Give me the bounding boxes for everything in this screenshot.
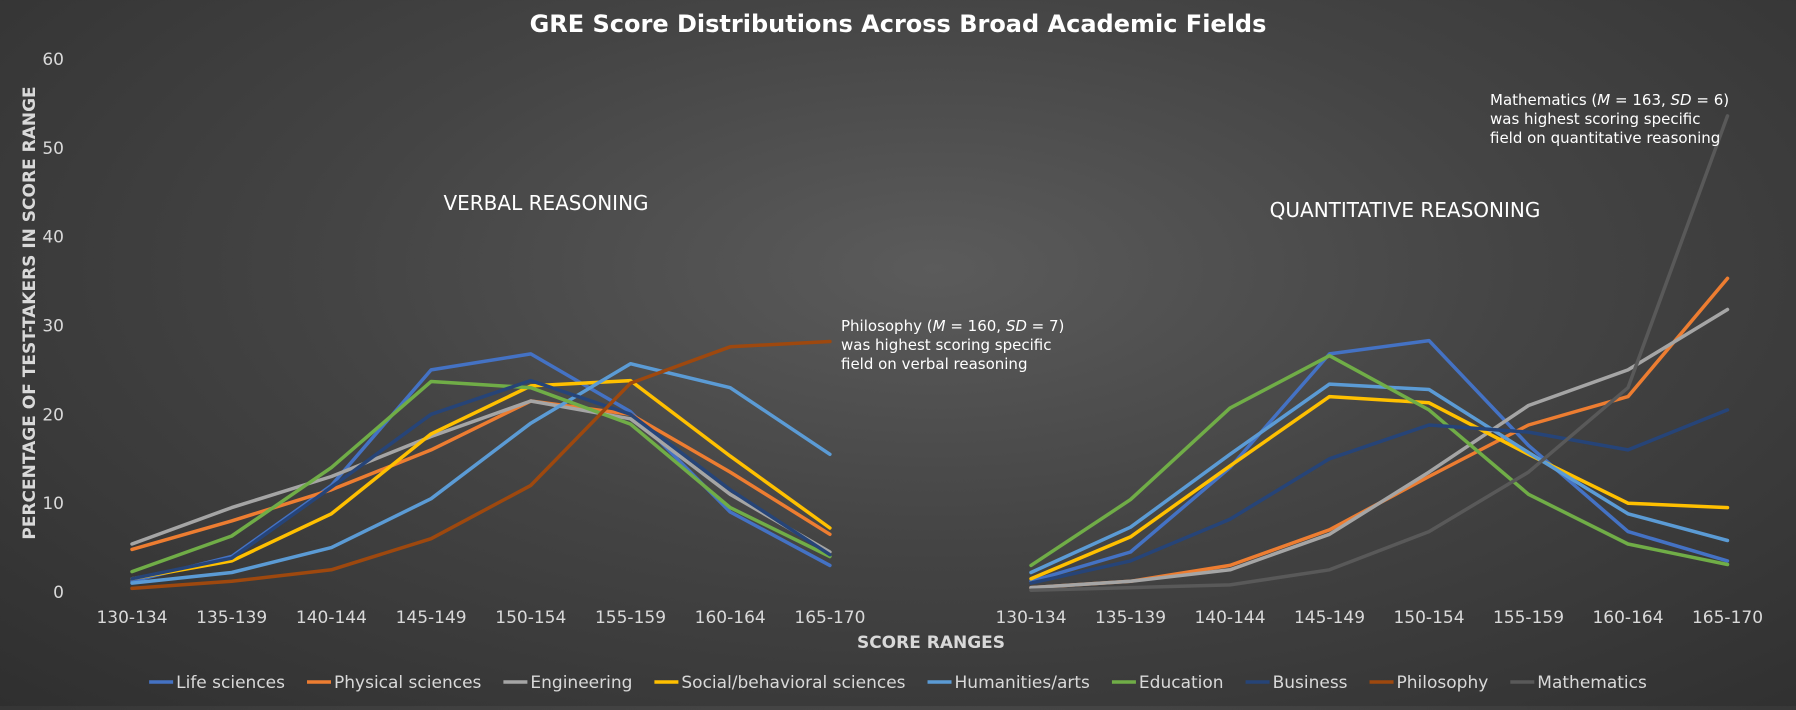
series-line-business (130, 378, 832, 581)
series-line-engineering (1029, 307, 1730, 590)
plot-area: 0 10 20 30 40 50 60 130-134 135-139 140-144 145-14… (42, 50, 1763, 628)
y-tick-label: 40 (42, 228, 64, 248)
legend-label-education: Education (1139, 673, 1224, 693)
legend-label-social-behavioral-sciences: Social/behavioral sciences (681, 673, 905, 693)
x-tick-label: 140-144 (296, 608, 367, 628)
x-tick-label: 160-164 (1592, 608, 1663, 628)
series-line-physical-sciences (130, 399, 832, 552)
annotation-line: was highest scoring specific (841, 336, 1051, 354)
series-line-humanities-arts (130, 361, 832, 585)
legend-label-philosophy: Philosophy (1397, 673, 1489, 693)
x-tick-label: 155-159 (1493, 608, 1564, 628)
annotation-line: field on quantitative reasoning (1490, 129, 1720, 147)
series-line-life-sciences (1029, 338, 1730, 584)
x-tick-label: 135-139 (1095, 608, 1166, 628)
x-tick-label: 130-134 (995, 608, 1066, 628)
chart-title: GRE Score Distributions Across Broad Aca… (530, 10, 1267, 38)
series-line-social-behavioral-sciences (130, 378, 832, 581)
panel-label: QUANTITATIVE REASONING (1270, 198, 1541, 222)
x-tick-label: 165-170 (794, 608, 865, 628)
x-axis-title: SCORE RANGES (857, 633, 1005, 653)
x-tick-label: 135-139 (196, 608, 267, 628)
y-tick-label: 30 (42, 317, 64, 337)
y-axis-title: PERCENTAGE OF TEST-TAKERS IN SCORE RANGE (20, 86, 40, 539)
annotation-line: Mathematics (M = 163, SD = 6) (1490, 91, 1729, 109)
x-tick-label: 145-149 (396, 608, 467, 628)
x-tick-label: 140-144 (1194, 608, 1265, 628)
legend-label-physical-sciences: Physical sciences (334, 673, 482, 693)
legend-label-business: Business (1273, 673, 1348, 693)
series-line-mathematics (1029, 114, 1730, 592)
x-tick-label: 150-154 (495, 608, 566, 628)
series-line-philosophy (130, 339, 832, 591)
panel-label: VERBAL REASONING (443, 191, 648, 215)
series-line-business (1029, 408, 1730, 585)
x-tick-label: 165-170 (1692, 608, 1763, 628)
x-tick-label: 130-134 (96, 608, 167, 628)
legend-label-mathematics: Mathematics (1537, 673, 1647, 693)
x-tick-label: 145-149 (1294, 608, 1365, 628)
series-line-engineering (130, 399, 832, 554)
series-line-humanities-arts (1029, 382, 1730, 575)
y-tick-label: 10 (42, 494, 64, 514)
x-tick-label: 160-164 (695, 608, 766, 628)
y-tick-label: 50 (42, 139, 64, 159)
annotation-line: field on verbal reasoning (841, 355, 1027, 373)
y-tick-label: 0 (53, 583, 64, 603)
y-tick-label: 60 (42, 50, 64, 70)
x-tick-label: 155-159 (595, 608, 666, 628)
series-line-social-behavioral-sciences (1029, 394, 1730, 581)
series-line-education (1029, 353, 1730, 568)
series-line-education (130, 379, 832, 574)
annotation-line: was highest scoring specific (1490, 110, 1700, 128)
legend-label-engineering: Engineering (530, 673, 632, 693)
legend-label-life-sciences: Life sciences (176, 673, 285, 693)
annotation-line: Philosophy (M = 160, SD = 7) (841, 317, 1064, 335)
legend-label-humanities-arts: Humanities/arts (955, 673, 1091, 693)
legend: Life sciences Physical sciences Engineerin… (149, 673, 1647, 693)
y-tick-label: 20 (42, 405, 64, 425)
x-tick-label: 150-154 (1393, 608, 1464, 628)
